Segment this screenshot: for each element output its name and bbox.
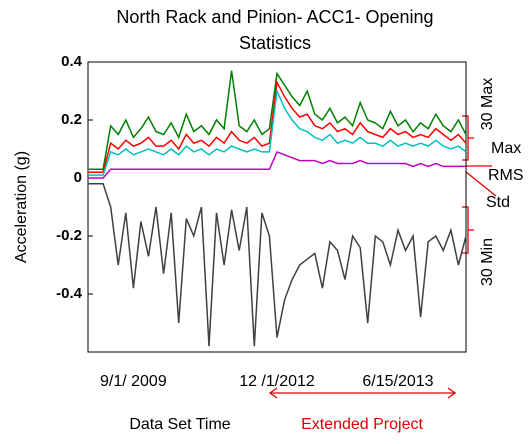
annotation-arrows xyxy=(268,115,497,399)
series-line xyxy=(88,183,467,347)
series-line xyxy=(88,70,467,171)
series-line xyxy=(88,150,466,179)
series-line xyxy=(88,79,467,173)
annotation: RMS xyxy=(488,167,524,184)
x-tick-label: 12 /1/2012 xyxy=(239,373,315,390)
annotation: 30 Max xyxy=(479,78,496,130)
annotation: 30 Min xyxy=(479,238,496,286)
chart-title: North Rack and Pinion- ACC1- Opening Sta… xyxy=(116,7,434,53)
x-tick-label: 6/15/2013 xyxy=(362,373,433,390)
annotation: Std xyxy=(486,194,510,211)
y-tick-label: 0 xyxy=(74,169,82,186)
series-line xyxy=(88,88,467,176)
y-tick-label: -0.2 xyxy=(56,227,82,244)
y-axis-label: Acceleration (g) xyxy=(13,151,30,263)
x-tick-label: 9/1/ 2009 xyxy=(100,373,167,390)
extended-label: Extended Project xyxy=(301,416,423,433)
y-tick-label: -0.4 xyxy=(56,285,83,302)
y-tick-label: 0.2 xyxy=(61,111,82,128)
annotation: Max xyxy=(491,140,521,157)
x-axis-label: Data Set Time xyxy=(129,416,230,433)
y-tick-label: 0.4 xyxy=(61,53,83,70)
plot-frame xyxy=(87,61,467,353)
